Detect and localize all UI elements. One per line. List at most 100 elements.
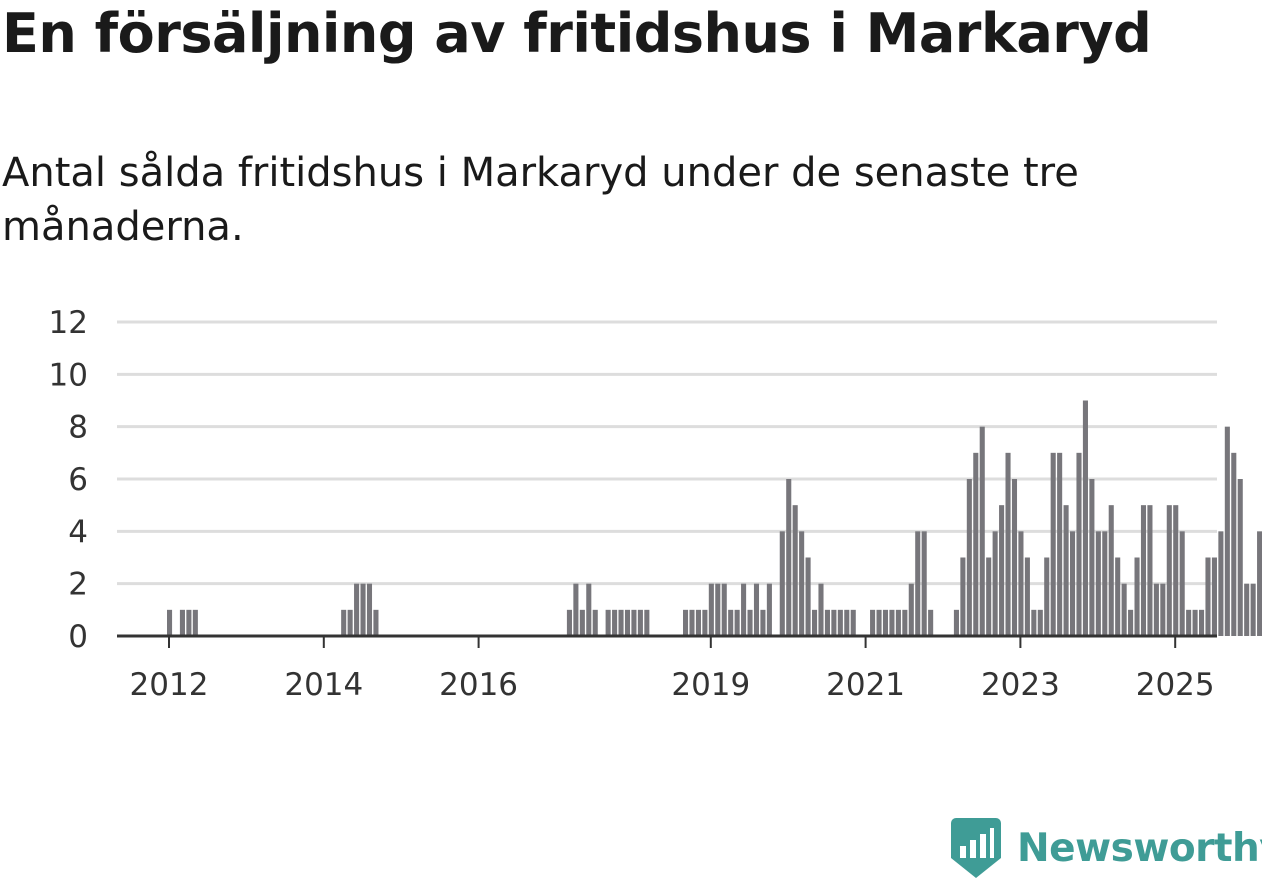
bar <box>921 531 927 636</box>
bar <box>631 609 637 636</box>
bar <box>728 609 734 636</box>
x-tick-label: 2025 <box>1136 667 1215 703</box>
bar <box>766 583 772 636</box>
tick-labels: 02468101220122014201620192021202320251 <box>49 305 1215 703</box>
newsworthy-logo[interactable]: Newsworthy <box>951 818 1262 878</box>
x-tick-label: 2019 <box>671 667 750 703</box>
bar <box>1199 609 1205 636</box>
bar <box>870 609 876 636</box>
bar <box>715 583 721 636</box>
bar <box>689 609 695 636</box>
bar <box>366 583 373 636</box>
bar <box>1244 583 1250 636</box>
bar <box>889 609 895 636</box>
newsworthy-logo-icon <box>951 818 1001 878</box>
bar <box>360 583 366 636</box>
bar <box>1089 479 1095 636</box>
bar <box>1121 583 1127 636</box>
bar <box>702 609 708 636</box>
bar <box>618 609 624 636</box>
bar <box>1250 583 1256 636</box>
bar <box>1044 557 1050 636</box>
bar <box>895 609 901 636</box>
bar <box>179 609 185 636</box>
bar <box>1037 609 1043 636</box>
bar <box>799 531 805 636</box>
bar <box>1205 557 1211 636</box>
bar <box>695 609 701 636</box>
bar <box>1192 609 1198 636</box>
bar <box>1076 452 1082 636</box>
chart-title: En försäljning av fritidshus i Markaryd <box>2 2 1152 65</box>
bar <box>1179 531 1185 636</box>
gridlines <box>117 320 1217 586</box>
bar <box>1173 505 1179 636</box>
bar <box>1211 557 1217 636</box>
bar <box>1186 609 1192 636</box>
bar <box>1218 531 1224 636</box>
bar <box>1128 609 1134 636</box>
y-tick-label: 10 <box>49 357 88 393</box>
bar <box>341 609 347 636</box>
x-tick-label: 2023 <box>981 667 1060 703</box>
bar <box>644 609 650 636</box>
bar <box>741 583 747 636</box>
bar <box>792 505 798 636</box>
bar <box>1237 479 1243 636</box>
bar <box>192 609 198 636</box>
bar <box>1160 583 1166 636</box>
bar <box>1082 400 1088 636</box>
bar <box>953 609 959 636</box>
bar <box>760 609 766 636</box>
bar <box>992 531 998 636</box>
bar <box>186 609 192 636</box>
bar <box>1257 531 1262 636</box>
bar <box>850 609 856 636</box>
bar <box>824 609 830 636</box>
bar <box>805 557 811 636</box>
x-tick-label: 2012 <box>130 667 209 703</box>
x-tick-label: 2016 <box>439 667 518 703</box>
bar <box>753 583 760 636</box>
bar <box>1224 426 1230 636</box>
bar <box>167 609 173 636</box>
y-tick-label: 8 <box>68 410 88 446</box>
bar <box>1095 531 1101 636</box>
bar <box>586 583 592 636</box>
bar <box>747 609 753 636</box>
y-tick-label: 4 <box>68 514 88 550</box>
bar <box>1070 531 1076 636</box>
y-tick-label: 12 <box>49 305 88 341</box>
bar <box>354 583 360 636</box>
bar <box>818 583 824 636</box>
x-tick-label: 2021 <box>826 667 905 703</box>
bar <box>1102 531 1108 636</box>
bar <box>1115 557 1121 636</box>
bar <box>612 609 618 636</box>
bar <box>876 609 882 636</box>
y-tick-label: 0 <box>68 619 88 655</box>
bar <box>844 609 850 636</box>
bars <box>167 400 1262 636</box>
bar <box>779 531 785 636</box>
bar <box>734 609 740 636</box>
bar <box>1018 531 1024 636</box>
bar <box>960 557 966 636</box>
bar <box>605 609 611 636</box>
bar <box>999 505 1005 636</box>
y-tick-label: 2 <box>68 567 88 603</box>
bar <box>986 557 992 636</box>
y-tick-label: 6 <box>68 462 88 498</box>
bar <box>831 609 837 636</box>
bar <box>966 479 972 636</box>
axes <box>117 634 1217 648</box>
bar <box>1108 505 1114 636</box>
bar <box>928 609 934 636</box>
bar <box>624 609 631 636</box>
bar <box>1005 452 1011 636</box>
bar <box>1063 505 1069 636</box>
bar <box>973 452 979 636</box>
bar <box>1057 452 1063 636</box>
bar <box>915 531 921 636</box>
